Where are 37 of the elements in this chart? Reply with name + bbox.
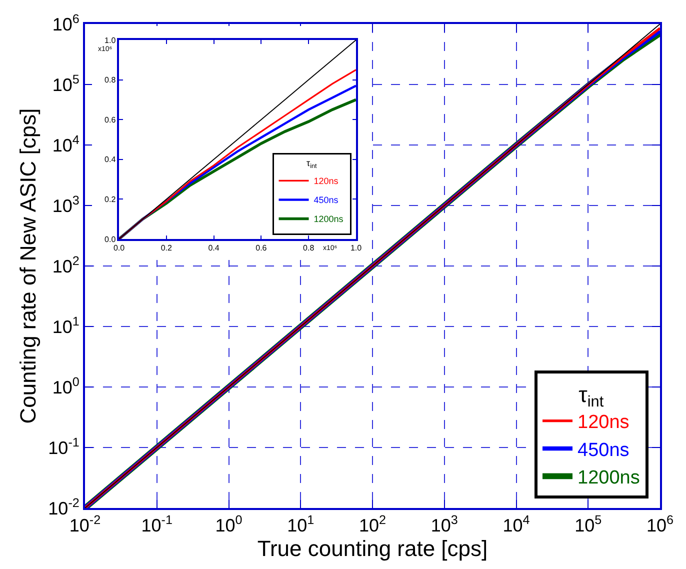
- y-tick-label: 10$^{-1}$: [48, 435, 80, 458]
- x-tick-label: 0.4: [208, 243, 220, 252]
- x-tick-label: 10$^{4}$: [502, 513, 530, 536]
- y-tick-label: 0.6: [104, 115, 116, 124]
- y-tick-label: 10$^{6}$: [52, 12, 80, 34]
- legend-label: 120ns: [314, 176, 339, 186]
- x-tick-label: 0.6: [256, 243, 268, 252]
- y-tick-label: 10$^{1}$: [52, 314, 80, 337]
- x-tick-label: 10$^{5}$: [574, 513, 602, 536]
- y-tick-label: 10$^{5}$: [52, 72, 80, 95]
- x-tick-label: 0.8: [303, 243, 315, 252]
- x-tick-label: 10$^{-1}$: [141, 513, 172, 536]
- legend-title: τ$_{int}$: [306, 158, 317, 170]
- y-tick-label: 1.0: [104, 36, 116, 45]
- legend-label: 120ns: [578, 412, 630, 434]
- y-tick-label: 10$^{0}$: [52, 374, 80, 398]
- x-tick-label: 1.0: [350, 243, 362, 252]
- x-tick-label: 10$^{1}$: [287, 513, 314, 536]
- legend-label: 1200ns: [578, 468, 640, 489]
- legend-label: 450ns: [314, 195, 339, 206]
- x-tick-label: 10$^{0}$: [215, 513, 242, 536]
- y-tick-label: 0.8: [104, 76, 116, 85]
- x-tick-label: 0.0: [113, 243, 126, 252]
- x-tick-label: 10$^{6}$: [646, 513, 674, 536]
- y-tick-label: 0.0: [104, 234, 116, 244]
- legend-label: 1200ns: [314, 214, 344, 224]
- x-tick-label: 10$^{2}$: [358, 513, 386, 536]
- legend-label: 450ns: [578, 440, 630, 461]
- x-tick-label: 10$^{3}$: [430, 513, 458, 536]
- x-tick-label: 0.2: [160, 243, 173, 252]
- y-tick-label: 0.4: [104, 155, 116, 164]
- x-axis-title: True counting rate [cps]: [257, 536, 488, 561]
- y-tick-label: 10$^{4}$: [52, 132, 80, 156]
- legend-title: τ$_{int}$: [578, 382, 604, 411]
- y-tick-label: 0.2: [104, 195, 116, 204]
- y-tick-label: 10$^{3}$: [52, 193, 80, 216]
- y-axis-title: Counting rate of New ASIC [cps]: [15, 108, 40, 424]
